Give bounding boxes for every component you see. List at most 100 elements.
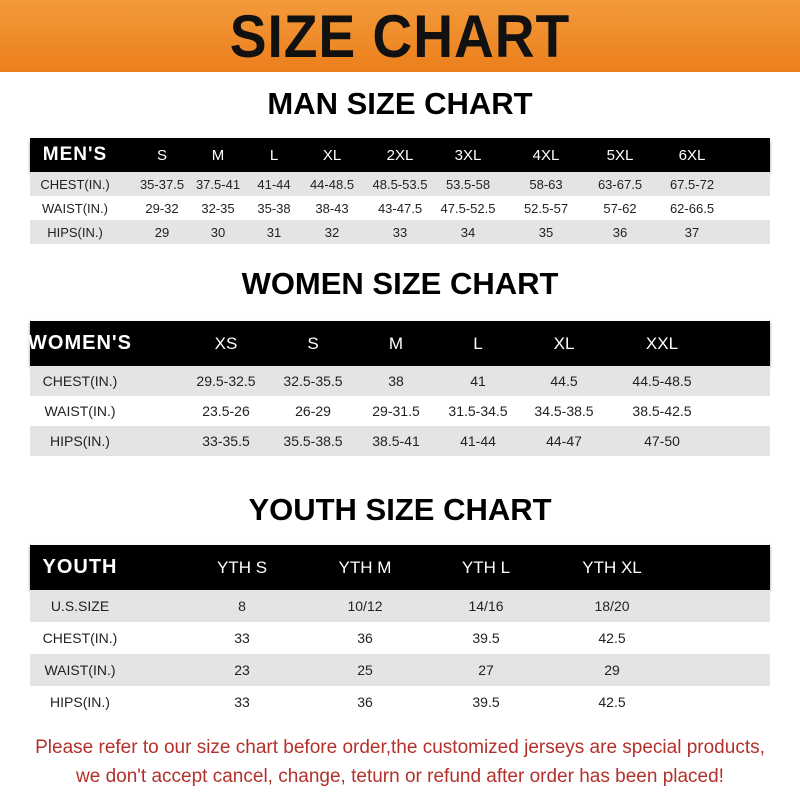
measurement-value: 41-44 <box>257 176 291 192</box>
table-row: HIPS(IN.) 33 36 39.5 42.5 <box>30 686 770 718</box>
size-column-header: XS <box>214 333 238 353</box>
notice-line-2: we don't accept cancel, change, teturn o… <box>76 766 724 787</box>
measurement-value: 25 <box>357 662 373 678</box>
measurement-label: HIPS(IN.) <box>50 694 110 710</box>
table-category-label: MEN'S <box>42 144 108 165</box>
measurement-value: 52.5-57 <box>523 200 569 216</box>
measurement-label: HIPS(IN.) <box>47 224 103 240</box>
table-row: HIPS(IN.) 33-35.5 35.5-38.5 38.5-41 41-44 44-… <box>30 426 770 456</box>
size-column-header: M <box>211 146 225 164</box>
size-column-header: 2XL <box>386 146 414 164</box>
youth-section-title: YOUTH SIZE CHART <box>248 492 552 527</box>
measurement-value: 57-62 <box>603 200 637 216</box>
measurement-value: 41 <box>470 373 486 389</box>
measurement-value: 27 <box>478 662 494 678</box>
measurement-value: 44-48.5 <box>309 176 355 192</box>
women-header-row: WOMEN'S XS S M L XL XXL <box>28 321 770 366</box>
measurement-value: 39.5 <box>472 630 500 646</box>
table-row: WAIST(IN.) 23 25 27 29 <box>30 654 770 686</box>
measurement-label: WAIST(IN.) <box>44 662 116 678</box>
size-column-header: S <box>307 333 319 353</box>
table-row: CHEST(IN.) 29.5-32.5 32.5-35.5 38 41 44.5 44.5… <box>30 366 770 396</box>
measurement-value: 42.5 <box>598 630 626 646</box>
measurement-value: 63-67.5 <box>597 176 643 192</box>
measurement-value: 34.5-38.5 <box>534 403 594 419</box>
measurement-value: 53.5-58 <box>445 176 491 192</box>
size-column-header: L <box>269 146 279 164</box>
size-column-header: 6XL <box>678 146 706 164</box>
measurement-value: 35.5-38.5 <box>283 433 343 449</box>
youth-header-row: YOUTH YTH S YTH M YTH L YTH XL <box>30 545 770 590</box>
measurement-value: 29.5-32.5 <box>196 373 256 389</box>
table-row: CHEST(IN.) 35-37.5 37.5-41 41-44 44-48.5 48.5… <box>30 172 770 196</box>
measurement-value: 47-50 <box>644 433 680 449</box>
size-column-header: M <box>388 333 404 353</box>
measurement-label: CHEST(IN.) <box>42 630 118 646</box>
measurement-value: 31.5-34.5 <box>448 403 508 419</box>
table-row: CHEST(IN.) 33 36 39.5 42.5 <box>30 622 770 654</box>
measurement-value: 32.5-35.5 <box>283 373 343 389</box>
table-row: U.S.SIZE 8 10/12 14/16 18/20 <box>30 590 770 622</box>
size-column-header: S <box>156 146 168 164</box>
measurement-value: 41-44 <box>460 433 496 449</box>
measurement-value: 38-43 <box>315 200 349 216</box>
table-row: WAIST(IN.) 29-32 32-35 35-38 38-43 43-47.5 47.… <box>30 196 770 220</box>
measurement-value: 29-32 <box>145 200 179 216</box>
measurement-value: 44.5 <box>550 373 578 389</box>
measurement-value: 26-29 <box>295 403 331 419</box>
measurement-label: WAIST(IN.) <box>42 200 108 216</box>
title-banner: SIZE CHART <box>0 0 800 72</box>
measurement-value: 37.5-41 <box>195 176 241 192</box>
measurement-value: 33 <box>234 630 250 646</box>
banner-title: SIZE CHART <box>229 3 571 70</box>
notice-line-1: Please refer to our size chart before or… <box>35 737 765 758</box>
table-row: WAIST(IN.) 23.5-26 26-29 29-31.5 31.5-34.5 34… <box>30 396 770 426</box>
measurement-value: 34 <box>460 224 476 240</box>
measurement-value: 58-63 <box>529 176 563 192</box>
measurement-value: 38.5-42.5 <box>632 403 692 419</box>
measurement-value: 42.5 <box>598 694 626 710</box>
measurement-value: 33 <box>234 694 250 710</box>
measurement-value: 67.5-72 <box>669 176 715 192</box>
measurement-value: 32-35 <box>201 200 235 216</box>
measurement-value: 23.5-26 <box>202 403 250 419</box>
size-column-header: XL <box>322 146 342 164</box>
measurement-value: 29 <box>154 224 170 240</box>
measurement-label: HIPS(IN.) <box>50 433 110 449</box>
measurement-value: 62-66.5 <box>669 200 715 216</box>
measurement-value: 14/16 <box>468 598 504 614</box>
measurement-value: 30 <box>210 224 226 240</box>
size-column-header: YTH M <box>338 557 392 577</box>
measurement-value: 10/12 <box>347 598 383 614</box>
measurement-value: 8 <box>238 598 246 614</box>
table-category-label: YOUTH <box>42 556 118 578</box>
measurement-value: 35 <box>538 224 554 240</box>
measurement-value: 36 <box>357 694 373 710</box>
size-column-header: YTH S <box>216 557 268 577</box>
table-category-label: WOMEN'S <box>28 332 132 354</box>
measurement-value: 38.5-41 <box>372 433 420 449</box>
size-column-header: XXL <box>645 333 679 353</box>
measurement-value: 29 <box>604 662 620 678</box>
size-column-header: 3XL <box>454 146 482 164</box>
measurement-value: 36 <box>612 224 628 240</box>
measurement-value: 47.5-52.5 <box>440 200 496 216</box>
measurement-value: 31 <box>266 224 282 240</box>
size-column-header: YTH XL <box>582 557 642 577</box>
women-section-title: WOMEN SIZE CHART <box>241 266 559 301</box>
measurement-label: CHEST(IN.) <box>40 176 110 192</box>
order-notice: Please refer to our size chart before or… <box>0 733 800 791</box>
measurement-value: 33 <box>392 224 408 240</box>
measurement-value: 35-38 <box>257 200 291 216</box>
measurement-value: 37 <box>684 224 700 240</box>
youth-size-table: YOUTH YTH S YTH M YTH L YTH XL U.S.SIZE 8 10/12… <box>30 545 770 718</box>
measurement-value: 32 <box>324 224 340 240</box>
table-row: HIPS(IN.) 29 30 31 32 33 34 35 36 37 <box>30 220 770 244</box>
size-column-header: YTH L <box>461 557 511 577</box>
size-column-header: L <box>473 333 483 353</box>
measurement-value: 33-35.5 <box>202 433 250 449</box>
measurement-value: 48.5-53.5 <box>372 176 428 192</box>
measurement-label: WAIST(IN.) <box>44 403 116 419</box>
measurement-value: 23 <box>234 662 250 678</box>
measurement-value: 43-47.5 <box>377 200 423 216</box>
